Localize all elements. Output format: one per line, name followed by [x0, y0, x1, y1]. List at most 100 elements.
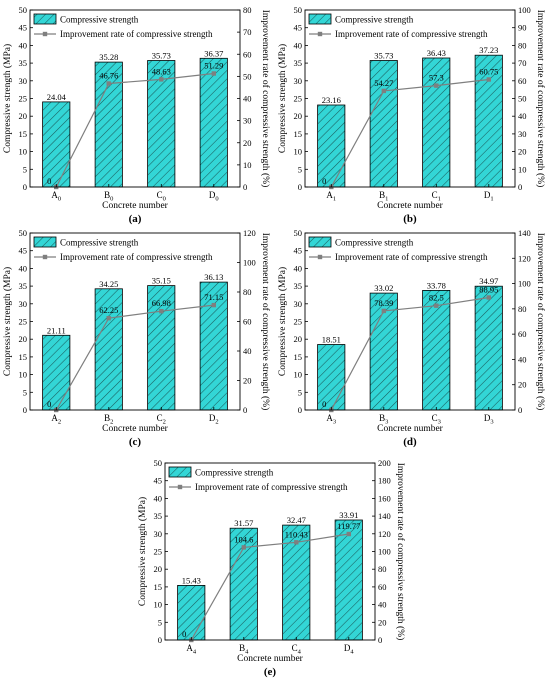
y-tick-label: 40 [19, 263, 28, 273]
x-tick-label: D2 [209, 413, 219, 426]
improvement-line [190, 533, 349, 641]
y2-tick-label: 80 [518, 40, 527, 50]
bar-value-label: 34.25 [99, 279, 118, 289]
y2-axis-title: Improvement rate of compressive strength… [535, 233, 546, 411]
x-axis-title: Concrete number [237, 654, 304, 664]
y-tick-label: 50 [154, 458, 163, 468]
y2-tick-label: 60 [378, 582, 387, 592]
improvement-line [55, 72, 214, 188]
legend-bar-swatch [308, 236, 332, 248]
y2-tick-label: 180 [378, 476, 391, 486]
x-axis-title: Concrete number [377, 424, 444, 434]
panel-label: (a) [129, 213, 142, 225]
bar [42, 101, 71, 188]
legend-line-marker [317, 31, 323, 37]
y-tick-label: 25 [294, 317, 303, 327]
line-value-label: 0 [322, 176, 326, 186]
line-point [486, 77, 491, 82]
line-value-label: 57.3 [429, 73, 444, 83]
y-tick-label: 40 [154, 493, 163, 503]
line-point [294, 540, 299, 545]
y2-tick-label: 160 [378, 493, 391, 503]
y2-tick-label: 80 [518, 304, 527, 314]
y2-tick-label: 70 [518, 58, 527, 68]
bar [229, 527, 258, 641]
y2-axis-title: Improvement rate of compressive strength… [535, 10, 546, 188]
y2-tick-label: 20 [378, 617, 387, 627]
panel-label: (b) [403, 213, 417, 225]
legend-line-label: Improvement rate of compressive strength [335, 252, 488, 262]
line-value-label: 48.63 [152, 66, 171, 76]
y-tick-label: 0 [298, 182, 302, 192]
line-point [211, 71, 216, 76]
y-tick-label: 0 [298, 405, 302, 415]
x-tick-label: B1 [379, 190, 388, 203]
y2-axis-title: Improvement rate of compressive strength… [260, 233, 271, 411]
y-tick-label: 35 [154, 511, 163, 521]
x-tick-label: C0 [157, 190, 166, 203]
x-tick-label: A0 [51, 190, 61, 203]
y2-tick-label: 0 [518, 405, 522, 415]
x-tick-label: D1 [484, 190, 494, 203]
y-tick-label: 40 [19, 40, 28, 50]
y-tick-label: 20 [19, 334, 28, 344]
y2-tick-label: 0 [243, 182, 247, 192]
legend-bar-swatch [33, 13, 57, 25]
bar [317, 104, 346, 188]
y2-tick-label: 40 [518, 111, 527, 121]
line-point [381, 308, 386, 314]
chart-panel: 18.51 33.02 33.78 34.97 0 78.39 82.5 88.95 0 5 10 1… [277, 228, 546, 448]
x-tick-label: C4 [292, 643, 302, 656]
legend-line-label: Improvement rate of compressive strength [60, 29, 213, 39]
bar [147, 285, 176, 411]
y2-tick-label: 60 [243, 49, 252, 59]
legend-bar-swatch [308, 13, 332, 25]
y-tick-label: 0 [158, 635, 162, 645]
line-value-label: 0 [47, 176, 51, 186]
y-tick-label: 30 [294, 76, 303, 86]
line-point [486, 295, 491, 300]
line-point [241, 545, 246, 550]
y-tick-label: 45 [294, 23, 303, 33]
bar-value-label: 35.73 [374, 51, 393, 61]
bar [42, 334, 71, 411]
y2-tick-label: 40 [518, 354, 527, 364]
y2-tick-label: 0 [518, 182, 522, 192]
y-tick-label: 10 [154, 600, 163, 610]
panel-label: (c) [129, 436, 142, 448]
y-tick-label: 5 [23, 164, 27, 174]
y-tick-label: 30 [19, 299, 28, 309]
y2-tick-label: 120 [378, 529, 391, 539]
x-tick-label: D0 [209, 190, 219, 203]
y-tick-label: 50 [294, 5, 303, 15]
y2-tick-label: 90 [518, 23, 527, 33]
y-axis-title: Compressive strength (MPa) [277, 267, 288, 376]
y2-tick-label: 20 [518, 380, 527, 390]
y-tick-label: 10 [294, 147, 303, 157]
x-axis-title: Concrete number [102, 424, 169, 434]
x-tick-label: A2 [51, 413, 61, 426]
bar [334, 519, 363, 641]
legend-bar-swatch [33, 236, 57, 248]
y-axis-title: Compressive strength (MPa) [137, 497, 148, 606]
line-value-label: 60.75 [479, 67, 498, 77]
y2-tick-label: 20 [243, 138, 252, 148]
y2-tick-label: 30 [243, 116, 252, 126]
y-tick-label: 30 [19, 76, 28, 86]
x-tick-label: D4 [344, 643, 355, 656]
x-tick-label: B0 [104, 190, 113, 203]
y-tick-label: 45 [19, 246, 28, 256]
bar-value-label: 18.51 [322, 335, 341, 345]
bar-value-label: 24.04 [47, 92, 67, 102]
improvement-line [330, 78, 489, 188]
y-tick-label: 10 [19, 370, 28, 380]
x-tick-label: A3 [326, 413, 336, 426]
y2-tick-label: 120 [518, 253, 531, 263]
bar [317, 344, 346, 411]
chart-panel: 21.11 34.25 35.15 36.13 0 62.25 66.98 71.15 0 5 10… [2, 228, 271, 448]
x-tick-label: B4 [239, 643, 249, 656]
y2-tick-label: 0 [378, 635, 382, 645]
y-tick-label: 0 [23, 182, 27, 192]
legend-line-marker [177, 484, 183, 490]
